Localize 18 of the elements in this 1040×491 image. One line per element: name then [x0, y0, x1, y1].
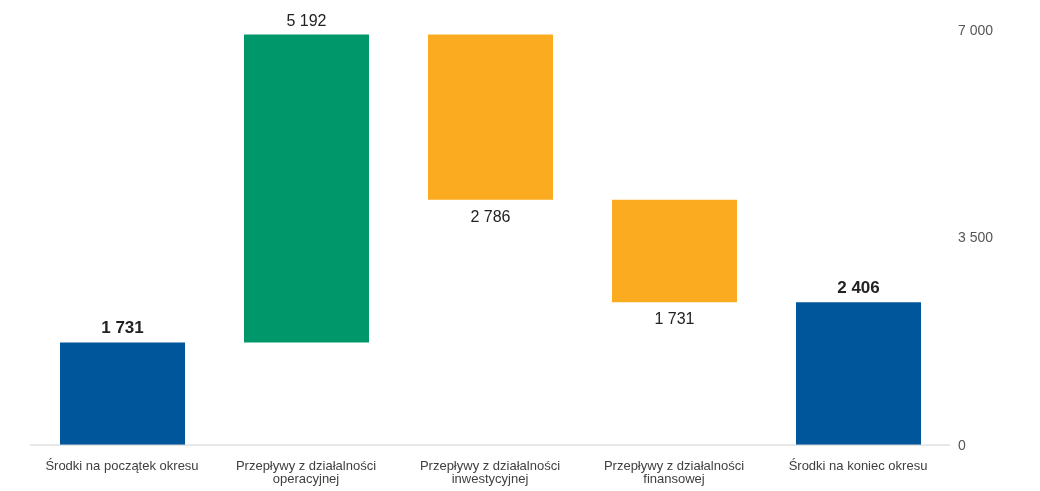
bar — [60, 342, 185, 445]
data-label: 2 406 — [837, 278, 880, 298]
x-tick-label: Środki na początek okresu — [45, 458, 199, 474]
data-label: 1 731 — [654, 310, 695, 328]
x-tick-label: Przepływy z działalności inwestycyjnej — [419, 458, 561, 487]
data-label: 5 192 — [286, 11, 327, 29]
x-tick-label: Przepływy z działalności operacyjnej — [235, 458, 377, 487]
x-tick-label: Przepływy z działalności finansowej — [603, 458, 745, 487]
data-label: 2 786 — [470, 207, 511, 225]
y-tick-label: 3 500 — [958, 229, 994, 246]
bar — [244, 34, 369, 343]
x-tick-label: Środki na koniec okresu — [788, 458, 928, 474]
y-tick-label: 7 000 — [958, 21, 994, 38]
data-label: 1 731 — [101, 318, 144, 338]
bar — [428, 34, 553, 200]
y-tick-label: 0 — [958, 436, 966, 453]
bar — [612, 199, 737, 303]
bar — [796, 302, 921, 445]
